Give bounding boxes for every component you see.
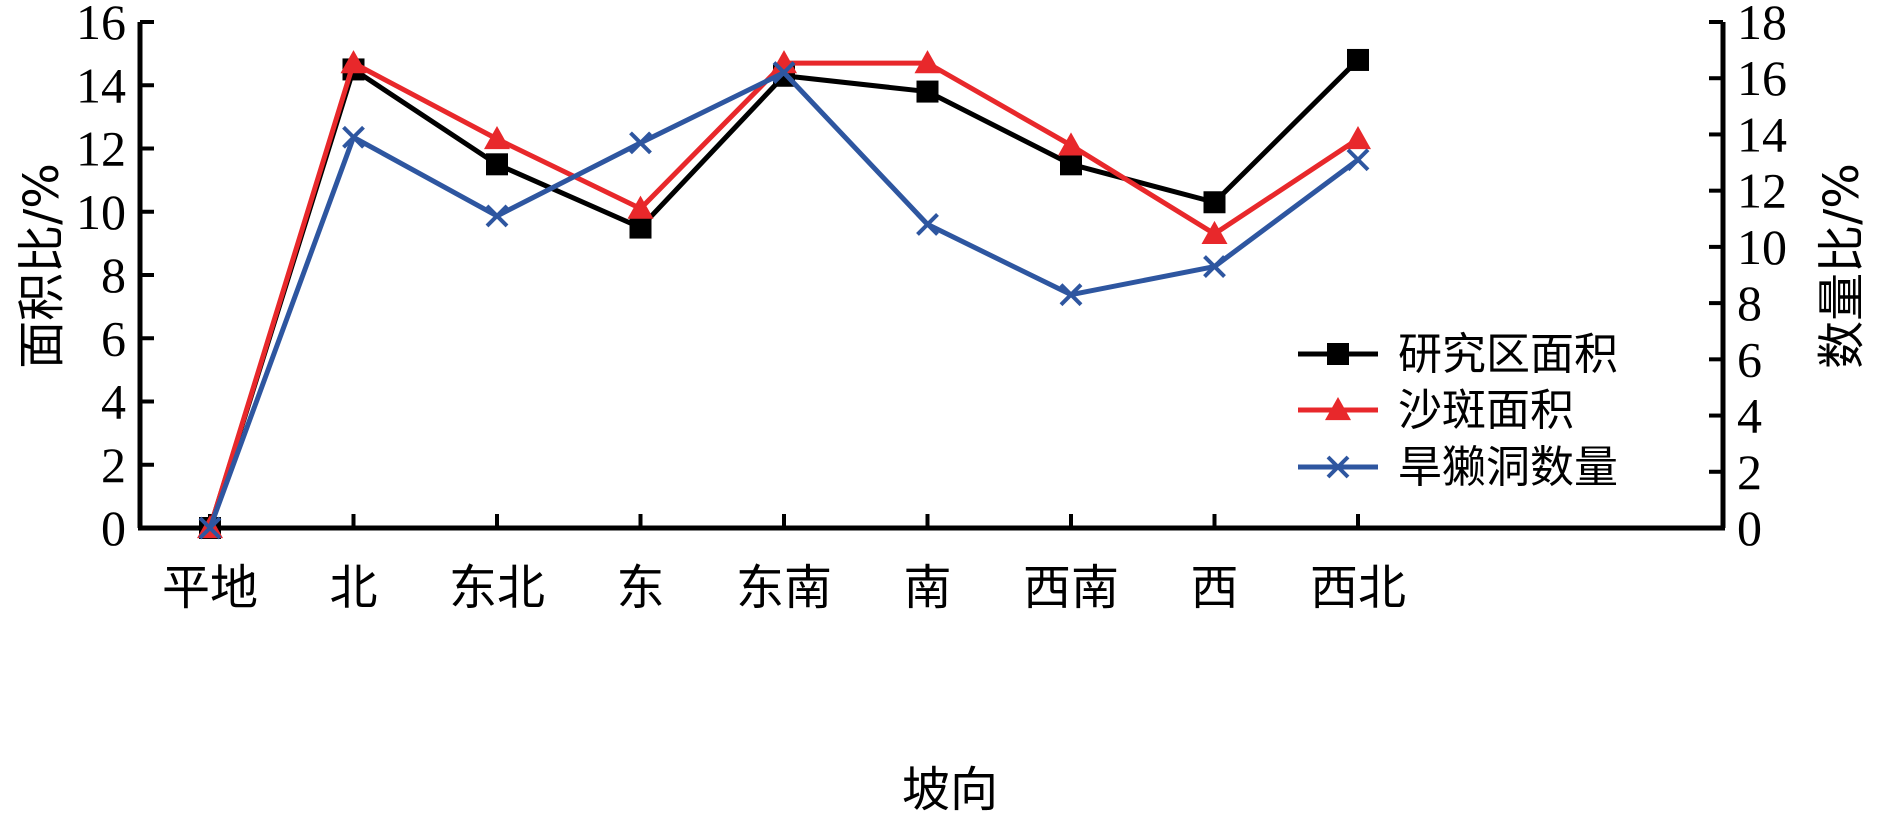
legend-marker bbox=[1325, 397, 1351, 421]
legend-item: 研究区面积 bbox=[1298, 329, 1618, 380]
y-right-tick-label: 12 bbox=[1737, 163, 1787, 219]
data-point bbox=[1058, 132, 1084, 156]
data-point bbox=[772, 61, 796, 85]
data-point bbox=[486, 153, 508, 176]
x-tick-label: 南 bbox=[903, 560, 951, 616]
y-right-tick-label: 18 bbox=[1737, 0, 1787, 50]
data-point bbox=[1059, 283, 1083, 307]
data-point bbox=[342, 125, 365, 149]
y-left-tick-label: 14 bbox=[76, 57, 126, 113]
data-point bbox=[1060, 153, 1082, 176]
y-right-tick-label: 8 bbox=[1737, 275, 1762, 331]
series-1 bbox=[199, 48, 1369, 539]
data-point bbox=[1345, 126, 1371, 150]
data-point bbox=[627, 195, 654, 219]
legend-label: 旱獭洞数量 bbox=[1398, 442, 1618, 493]
y-right-tick-label: 4 bbox=[1737, 388, 1762, 444]
legend-marker bbox=[1326, 455, 1350, 479]
data-point bbox=[198, 516, 222, 540]
y-right-tick-label: 14 bbox=[1737, 106, 1787, 162]
data-point bbox=[1346, 148, 1370, 172]
data-point bbox=[1203, 255, 1226, 278]
y-left-tick-label: 4 bbox=[101, 374, 126, 430]
series-line bbox=[207, 70, 1360, 529]
x-tick-label: 东北 bbox=[449, 560, 545, 616]
legend-label: 沙斑面积 bbox=[1398, 385, 1574, 436]
y-right-tick-label: 16 bbox=[1737, 50, 1787, 106]
series-line bbox=[207, 60, 1360, 529]
series-group bbox=[197, 48, 1371, 540]
x-tick-label: 西南 bbox=[1023, 560, 1119, 616]
y-left-tick-label: 16 bbox=[76, 0, 126, 50]
legend-marker bbox=[1327, 343, 1349, 365]
x-tick-label: 西北 bbox=[1310, 560, 1406, 616]
series-line bbox=[207, 58, 1360, 529]
data-point bbox=[484, 126, 510, 150]
data-point bbox=[1201, 220, 1228, 245]
x-axis-title: 坡向 bbox=[902, 762, 998, 818]
y-left-tick-label: 12 bbox=[76, 121, 126, 177]
y-right-tick-label: 10 bbox=[1737, 219, 1787, 275]
data-point bbox=[629, 216, 652, 239]
series-3 bbox=[198, 61, 1370, 540]
x-tick-label: 东南 bbox=[736, 560, 832, 616]
y-left-tick-label: 0 bbox=[101, 500, 126, 556]
y-left-tick-label: 10 bbox=[76, 184, 126, 240]
x-tick-label: 西 bbox=[1190, 560, 1238, 616]
data-point bbox=[485, 204, 509, 228]
y-axis-left-title: 面积比/% bbox=[14, 163, 70, 369]
y-right-tick-label: 0 bbox=[1737, 500, 1762, 556]
data-point bbox=[1347, 48, 1369, 71]
data-point bbox=[1203, 191, 1226, 214]
x-tick-label: 北 bbox=[329, 560, 377, 616]
y-left-tick-label: 6 bbox=[101, 310, 126, 366]
y-left-tick-label: 2 bbox=[101, 437, 126, 493]
data-point bbox=[916, 212, 939, 236]
ticks: 0246810121416024681012141618平地北东北东东南南西南西… bbox=[76, 0, 1787, 616]
series-2 bbox=[197, 50, 1371, 539]
y-left-tick-label: 8 bbox=[101, 247, 126, 303]
legend-label: 研究区面积 bbox=[1398, 329, 1618, 380]
y-right-tick-label: 6 bbox=[1737, 331, 1762, 387]
legend-item: 沙斑面积 bbox=[1298, 385, 1574, 436]
data-point bbox=[914, 50, 941, 74]
data-point bbox=[916, 80, 939, 103]
legend-item: 旱獭洞数量 bbox=[1298, 442, 1618, 493]
y-axis-right-title: 数量比/% bbox=[1814, 163, 1870, 369]
data-point bbox=[340, 50, 367, 74]
y-right-tick-label: 2 bbox=[1737, 444, 1762, 500]
x-tick-label: 平地 bbox=[162, 560, 258, 616]
data-point bbox=[629, 131, 652, 155]
x-tick-label: 东 bbox=[616, 560, 664, 616]
